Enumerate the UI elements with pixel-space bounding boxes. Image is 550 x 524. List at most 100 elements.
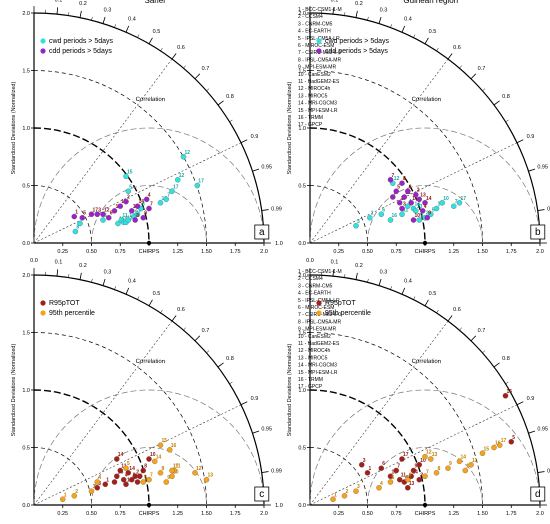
- corr-line-0.9: [309, 404, 518, 506]
- data-point: [508, 438, 514, 445]
- data-point: [424, 214, 431, 221]
- data-point: [404, 484, 411, 491]
- legend-label: 95th percentile: [325, 310, 371, 317]
- data-label: 2: [417, 188, 420, 194]
- data-point: [140, 467, 146, 474]
- corr-tick-label: 0.6: [177, 307, 185, 313]
- data-label: 6: [110, 211, 113, 217]
- data-point: [157, 199, 164, 206]
- corr-minor-tick: [344, 274, 346, 278]
- data-point: [115, 220, 121, 227]
- data-label: 8: [403, 176, 406, 182]
- data-label: 6: [382, 461, 385, 467]
- corr-minor-tick: [436, 309, 439, 314]
- data-label: 1: [369, 466, 372, 472]
- corr-minor-tick: [206, 350, 210, 354]
- y-tick-label: 0.5: [22, 446, 30, 452]
- corr-minor-tick: [459, 327, 462, 331]
- rms-arc: [367, 447, 483, 506]
- model-list-item: 15 - MPI-ESM-LR: [298, 370, 338, 376]
- data-label: 3: [142, 202, 145, 208]
- correlation-label: Correlation: [136, 359, 165, 365]
- corr-tick-label: 0.3: [104, 7, 112, 13]
- data-label: 16: [171, 443, 177, 449]
- data-point: [378, 465, 385, 471]
- y-tick-label: 0.0: [22, 241, 30, 247]
- std-arc-1.5: [33, 332, 207, 506]
- data-label: 2: [420, 473, 423, 479]
- data-label: 11: [403, 207, 409, 213]
- data-point: [330, 496, 336, 502]
- panel-label: c: [259, 489, 264, 500]
- corr-minor-tick: [217, 364, 221, 368]
- corr-minor-tick: [355, 14, 357, 18]
- corr-tick-label: 1.0: [275, 241, 283, 247]
- data-point: [117, 203, 124, 209]
- data-point: [111, 208, 118, 214]
- legend-label: cdd periods > 5days: [325, 48, 388, 55]
- corr-tick-label: 0.4: [404, 278, 412, 284]
- data-point: [413, 191, 419, 198]
- data-point: [439, 199, 445, 206]
- data-label: 17: [501, 438, 507, 444]
- panel-label: d: [535, 489, 541, 500]
- data-point: [408, 473, 414, 479]
- reference-point: [422, 240, 428, 246]
- data-point: [427, 211, 434, 217]
- data-label: 5: [432, 207, 435, 213]
- data-point: [123, 481, 129, 488]
- x-tick-label: 1.50: [201, 511, 212, 517]
- data-point: [416, 196, 422, 203]
- corr-minor-tick: [528, 431, 532, 434]
- y-tick-label: 1.0: [298, 388, 306, 394]
- corr-minor-tick: [401, 28, 404, 33]
- model-list-item: 4 - EC-EARTH: [298, 29, 331, 35]
- corr-tick-label: 0.8: [226, 356, 234, 362]
- data-label: 17: [461, 196, 467, 202]
- x-tick-label: 0.50: [362, 249, 373, 255]
- data-label: 7: [455, 199, 458, 205]
- rms-arc: [91, 185, 207, 244]
- data-label: 11: [175, 464, 181, 470]
- taylor-panel-d: 0.0 0.1 0.2 0.3 0.4 0.5 0.6 0.7 0.8 0.9 0.95 0.99 1.…: [287, 258, 550, 517]
- data-point: [387, 217, 394, 223]
- corr-tick-label: 0.5: [153, 29, 161, 35]
- data-point: [106, 214, 112, 221]
- corr-minor-tick: [91, 16, 93, 21]
- data-label: 9: [415, 464, 418, 470]
- panel-label-box: [254, 486, 270, 502]
- data-label: 5: [397, 184, 400, 190]
- panel-label-box: [530, 224, 546, 240]
- data-point: [353, 222, 359, 229]
- x-tick-label: 1.25: [448, 249, 459, 255]
- x-tick-label: 2.0: [260, 249, 268, 255]
- corr-minor-tick: [148, 40, 151, 44]
- data-point: [71, 213, 78, 220]
- corr-minor-tick: [125, 290, 128, 295]
- rms-arc: [33, 389, 265, 506]
- model-list-item: 12 - MIROC4h: [298, 86, 330, 92]
- corr-tick-label: 0.9: [251, 396, 259, 402]
- data-label: 1: [64, 492, 67, 498]
- corr-minor-tick: [229, 381, 233, 385]
- data-label: 11: [122, 213, 128, 219]
- data-label: 11: [401, 473, 407, 479]
- corr-tick-label: 0.8: [502, 94, 510, 100]
- panel-label-box: [254, 224, 270, 240]
- data-point: [111, 479, 118, 485]
- y-tick-label: 1.5: [298, 69, 306, 75]
- data-point: [128, 476, 135, 483]
- model-list-item: 15 - MPI-ESM-LR: [298, 108, 338, 114]
- data-point: [387, 473, 394, 479]
- corr-tick-label: 0.0: [306, 0, 314, 2]
- data-point: [137, 473, 143, 479]
- corr-minor-tick: [171, 318, 175, 322]
- data-point: [94, 479, 101, 485]
- data-point: [100, 211, 106, 217]
- data-label: 13: [417, 204, 423, 210]
- panel-label-box: [530, 486, 546, 502]
- data-label: 17: [198, 179, 204, 185]
- data-point: [88, 488, 95, 494]
- corr-tick-label: 0.7: [202, 66, 210, 72]
- data-point: [194, 182, 201, 189]
